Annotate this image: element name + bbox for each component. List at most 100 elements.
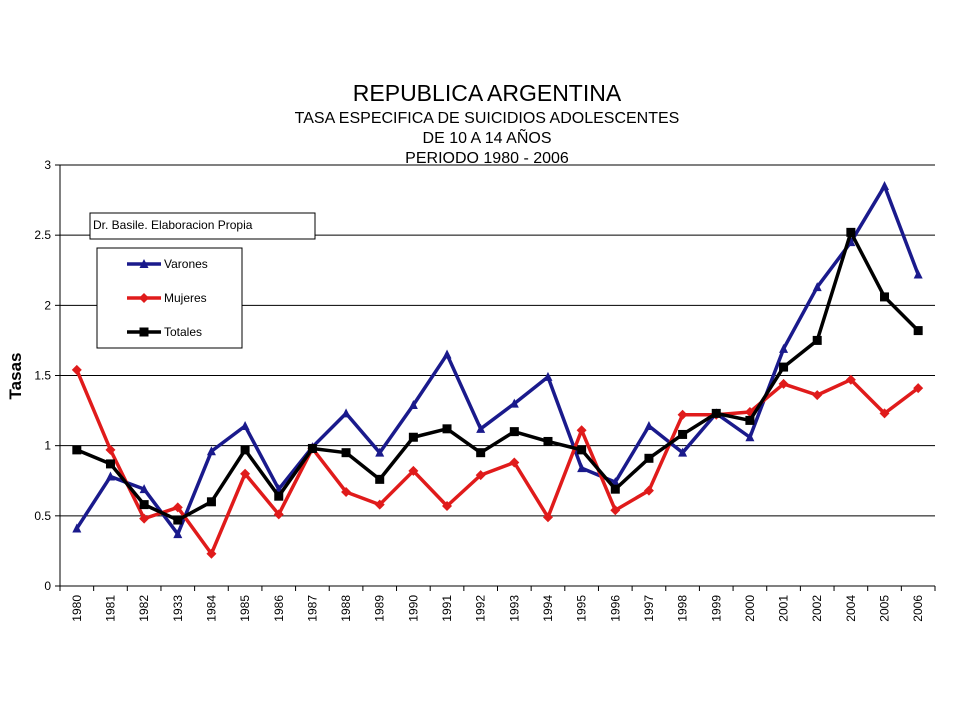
data-point-totales [577,445,587,455]
annotation-box: Dr. Basile. Elaboracion Propia [89,212,316,240]
series-totales [72,227,923,525]
data-point-mujeres [408,465,419,476]
x-tick-label: 1933 [171,595,185,622]
data-point-totales [913,326,923,336]
legend-box [96,247,243,349]
legend-label-mujeres: Mujeres [164,291,207,305]
x-tick-label: 1984 [204,595,218,622]
x-tick-label: 1986 [272,595,286,622]
x-tick-label: 2005 [878,595,892,622]
data-point-varones [476,423,486,433]
data-point-totales [240,445,250,455]
x-tick-label: 1998 [676,595,690,622]
data-point-mujeres [845,374,856,385]
x-tick-label: 1994 [541,595,555,622]
data-point-mujeres [677,409,688,420]
data-point-varones [509,398,519,408]
data-point-mujeres [576,425,587,436]
data-point-varones [812,282,822,292]
data-point-mujeres [812,390,823,401]
x-tick-label: 1999 [709,595,723,622]
data-point-varones [240,421,250,431]
data-point-totales [644,453,654,463]
data-point-totales [476,448,486,458]
data-point-mujeres [240,468,251,479]
series-mujeres [71,364,924,559]
y-axis-label: Tasas [6,353,25,400]
data-point-mujeres [273,509,284,520]
legend-item-totales: Totales [127,325,202,339]
x-tick-label: 1997 [642,595,656,622]
data-point-varones [644,421,654,431]
x-tick-label: 2001 [777,595,791,622]
data-point-mujeres [172,502,183,513]
legend-label-totales: Totales [164,325,202,339]
data-point-mujeres [206,548,217,559]
data-point-totales [880,292,890,302]
data-point-mujeres [542,512,553,523]
data-point-varones [206,446,216,456]
data-point-mujeres [610,505,621,516]
data-point-totales [72,445,82,455]
x-tick-label: 1991 [440,595,454,622]
data-point-varones [105,471,115,481]
x-tick-label: 2006 [911,595,925,622]
x-tick-label: 1989 [373,595,387,622]
data-point-varones [408,399,418,409]
data-point-totales [341,448,351,458]
x-tick-label: 1985 [238,595,252,622]
data-point-totales [543,436,553,446]
data-point-varones [139,484,149,494]
x-tick-label: 1996 [608,595,622,622]
annotation-text: Dr. Basile. Elaboracion Propia [93,218,253,232]
data-point-varones [913,269,923,279]
data-point-totales [779,362,789,372]
data-point-mujeres [71,364,82,375]
data-point-mujeres [139,513,150,524]
legend-marker-varones [139,259,149,268]
x-tick-label: 1990 [406,595,420,622]
chart-title: REPUBLICA ARGENTINA [353,80,622,106]
data-point-varones [341,408,351,418]
series-line-varones [75,184,920,536]
y-tick-label: 1 [44,439,51,453]
data-point-totales [408,432,418,442]
data-point-totales [375,474,385,484]
y-tick-label: 0.5 [34,509,51,523]
data-point-varones [678,447,688,457]
data-point-mujeres [778,378,789,389]
x-tick-label: 1992 [474,595,488,622]
y-tick-label: 2.5 [34,228,51,242]
series-line-totales [76,230,920,522]
data-point-totales [745,415,755,425]
data-point-varones [880,181,890,191]
legend-label-varones: Varones [164,257,208,271]
legend-marker-mujeres [139,293,149,303]
x-tick-label: 1987 [305,595,319,622]
y-tick-label: 0 [44,579,51,593]
data-point-totales [139,500,149,510]
data-point-varones [72,523,82,533]
data-point-varones [577,463,587,473]
data-point-totales [711,408,721,418]
data-point-varones [442,349,452,359]
data-point-totales [812,335,822,345]
data-point-mujeres [374,499,385,510]
x-tick-label: 2004 [844,595,858,622]
legend-item-mujeres: Mujeres [127,291,207,305]
data-point-totales [846,227,856,237]
data-point-mujeres [879,408,890,419]
data-point-varones [543,371,553,381]
legend: Varones Mujeres Totales [96,247,243,349]
data-point-totales [105,459,115,469]
data-point-totales [509,427,519,437]
chart-subtitle-line-1: TASA ESPECIFICA DE SUICIDIOS ADOLESCENTE… [295,110,680,127]
x-tick-label: 2000 [743,595,757,622]
data-point-varones [745,432,755,442]
series-lines [71,181,924,559]
data-point-totales [678,429,688,439]
y-tick-label: 2 [44,298,51,312]
y-tick-label: 3 [44,158,51,172]
